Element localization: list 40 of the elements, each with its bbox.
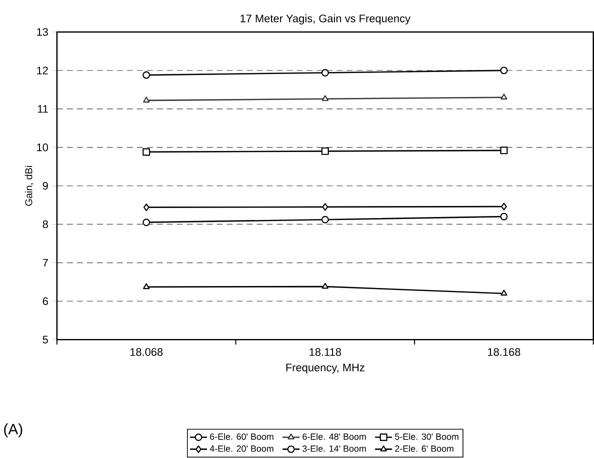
y-tick-label: 6 [42,298,48,306]
point [501,203,507,211]
point [143,96,150,103]
y-tick-label: 8 [42,220,48,228]
y-tick-label: 11 [38,105,48,113]
x-tick-label: 18.118 [310,348,341,356]
point [500,94,508,100]
legend-label: 4-Ele. 20' Boom [210,445,274,452]
y-tick-label: 13 [37,28,48,36]
legend-label: 2-Ele. 6' Boom [395,445,454,452]
legend-label: 3-Ele. 14' Boom [302,445,366,452]
point [142,148,150,156]
point [322,203,328,211]
y-tick-label: 7 [42,259,48,267]
point [500,146,508,154]
legend-label: 6-Ele. 48' Boom [302,433,366,440]
text: (A) [4,424,22,438]
point [500,66,508,74]
point [321,216,329,224]
y-tick-label: 5 [42,336,48,344]
point [143,283,150,290]
point [322,95,328,102]
x-tick-label: 18.068 [130,348,163,356]
legend-label: 5-Ele. 30' Boom [395,433,458,440]
point [500,290,508,296]
point [142,218,150,226]
y-axis-title: Gain, dBi [24,166,34,206]
legend-label: 6-Ele. 60' Boom [210,433,274,440]
point [142,72,150,80]
point [322,283,328,289]
point [321,69,329,77]
y-tick-label: 12 [37,66,48,74]
point [321,148,329,156]
x-axis-title: Frequency, MHz [286,364,364,374]
y-tick-label: 9 [42,182,48,190]
chart-title: 17 Meter Yagis, Gain vs Frequency [240,14,410,25]
y-tick-label: 10 [37,144,48,152]
x-tick-label: 18.168 [488,348,520,356]
point [143,204,150,212]
point [500,213,508,221]
